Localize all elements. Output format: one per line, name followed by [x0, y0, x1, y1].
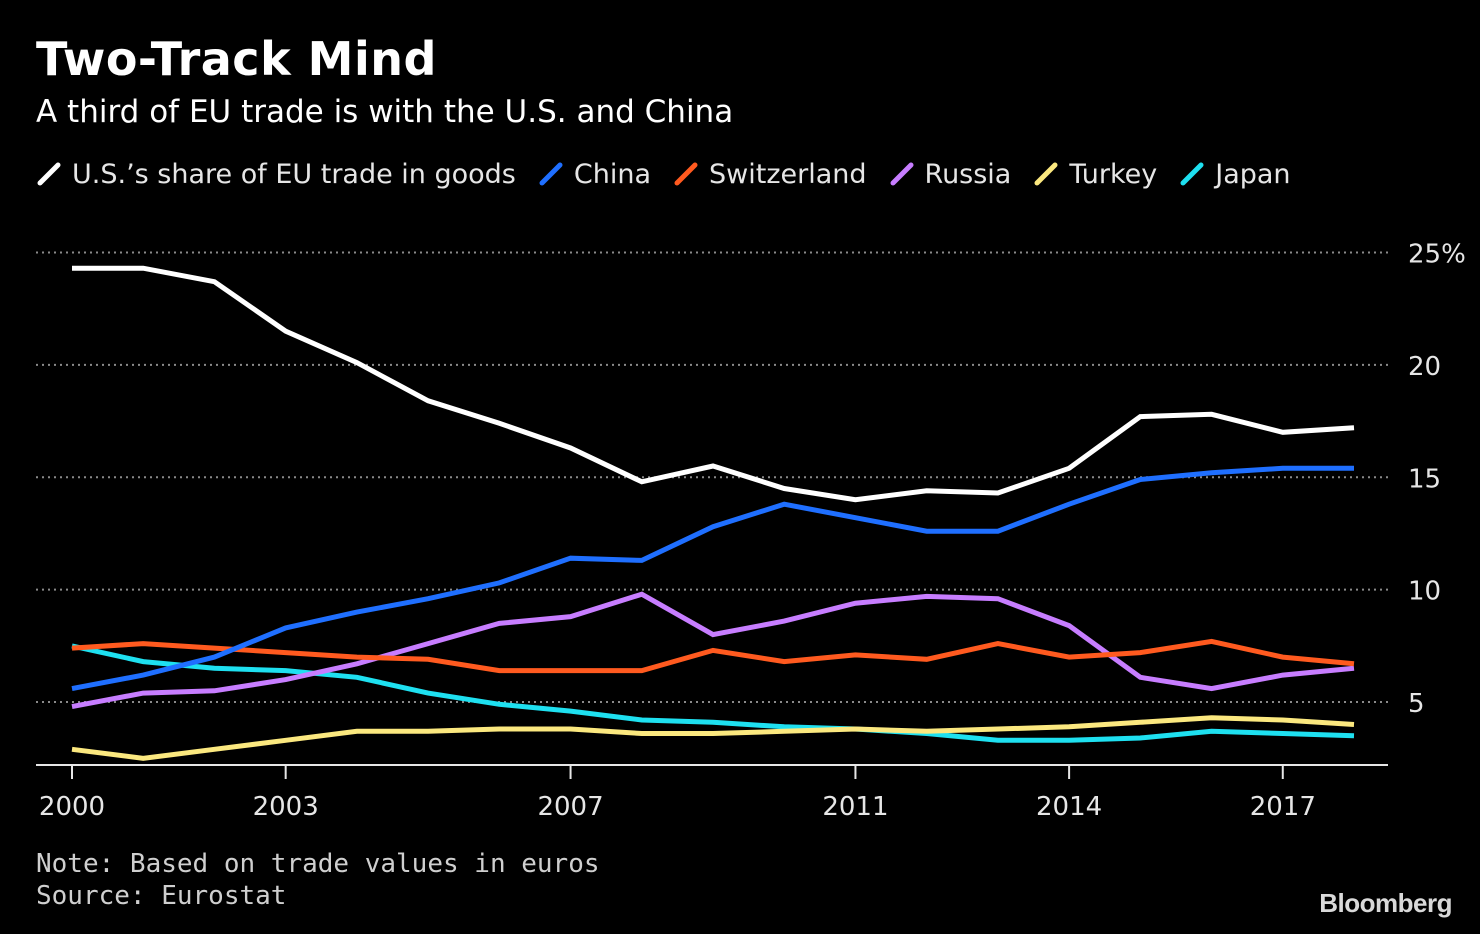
x-tick-label: 2000: [39, 792, 105, 822]
y-tick-label: 10: [1408, 577, 1441, 607]
legend-item: Turkey: [1033, 159, 1157, 190]
series-lines: [71, 265, 1355, 761]
y-tick-label: 5: [1408, 689, 1425, 719]
y-axis-labels: 5 10 15 20 25%: [1408, 239, 1466, 719]
legend-swatch-icon: [674, 162, 698, 186]
legend-label: Turkey: [1069, 158, 1158, 190]
x-tick-label: 2007: [537, 792, 603, 822]
legend-item: U.S.’s share of EU trade in goods: [36, 159, 516, 190]
legend-item: Japan: [1179, 158, 1291, 190]
legend-swatch-icon: [539, 162, 563, 186]
legend: U.S.’s share of EU trade in goods China Sw…: [36, 154, 1313, 194]
series-line-japan: [71, 643, 1355, 743]
y-tick-label: 25%: [1408, 239, 1466, 269]
legend-item: Russia: [889, 158, 1012, 190]
footnote: Note: Based on trade values in euros Sou…: [36, 848, 600, 912]
y-tick-label: 20: [1408, 352, 1441, 382]
legend-label: Switzerland: [709, 158, 867, 190]
x-tick-label: 2017: [1250, 792, 1316, 822]
legend-swatch-icon: [1034, 162, 1058, 186]
x-tick-label: 2011: [822, 792, 888, 822]
legend-label: U.S.’s share of EU trade in goods: [72, 158, 516, 190]
legend-label: Russia: [924, 158, 1012, 190]
series-line-switzerland: [71, 638, 1355, 674]
legend-swatch-icon: [890, 162, 914, 186]
series-line-china: [71, 465, 1354, 692]
legend-item: China: [538, 159, 651, 190]
series-line-u-s-s-share-of-eu-trade-in-goods: [72, 265, 1355, 503]
bloomberg-logo: Bloomberg: [1319, 888, 1452, 918]
series-line-russia: [71, 591, 1355, 710]
x-tick-label: 2014: [1036, 792, 1102, 822]
legend-swatch-icon: [37, 162, 61, 186]
note-text: Note: Based on trade values in euros: [36, 849, 600, 879]
series-line-turkey: [71, 715, 1355, 761]
source-text: Source: Eurostat: [36, 881, 287, 911]
x-tick-label: 2003: [253, 792, 319, 822]
legend-label: China: [573, 158, 652, 190]
x-axis: 2000 2003 2007 2011 2014 2017: [36, 764, 1388, 822]
chart-title: Two-Track Mind: [36, 32, 437, 86]
legend-item: Switzerland: [673, 159, 867, 190]
chart-subtitle: A third of EU trade is with the U.S. and…: [36, 94, 734, 130]
legend-label: Japan: [1215, 158, 1291, 190]
y-tick-label: 15: [1408, 464, 1441, 494]
legend-swatch-icon: [1180, 162, 1204, 186]
